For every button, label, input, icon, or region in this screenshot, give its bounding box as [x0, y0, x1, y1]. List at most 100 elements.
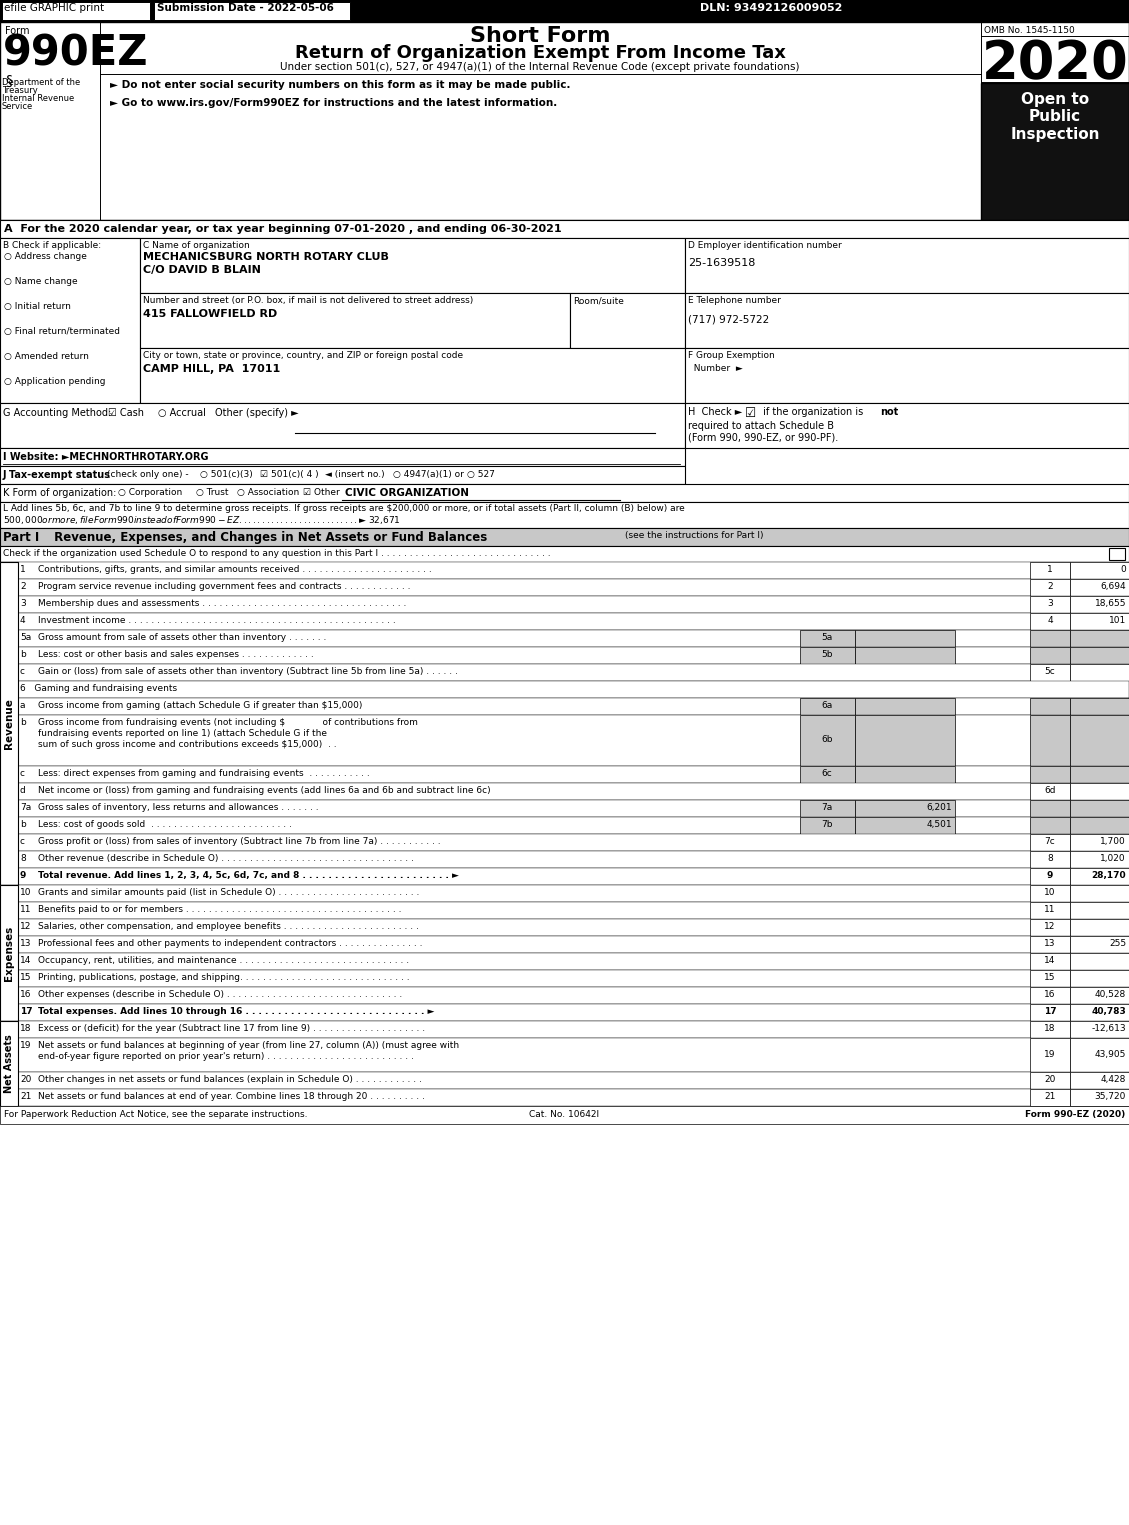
- Bar: [0, 647, 18, 663]
- Text: 3: 3: [20, 599, 26, 608]
- Bar: [154, 2, 350, 20]
- Bar: [0, 953, 18, 970]
- Bar: [18, 663, 1129, 682]
- Bar: [1070, 580, 1129, 596]
- Text: c: c: [20, 837, 25, 846]
- Bar: [1030, 1003, 1070, 1022]
- Bar: [800, 766, 855, 782]
- Text: 16: 16: [20, 990, 32, 999]
- Bar: [1030, 715, 1070, 766]
- Bar: [0, 936, 18, 953]
- Text: 2: 2: [1048, 583, 1053, 592]
- Bar: [1070, 868, 1129, 884]
- Bar: [0, 563, 18, 580]
- Bar: [1070, 1022, 1129, 1039]
- Text: Net assets or fund balances at beginning of year (from line 27, column (A)) (mus: Net assets or fund balances at beginning…: [38, 1042, 460, 1051]
- Bar: [1030, 563, 1070, 580]
- Text: 1,700: 1,700: [1101, 837, 1126, 846]
- Text: 21: 21: [20, 1092, 32, 1101]
- Text: 415 FALLOWFIELD RD: 415 FALLOWFIELD RD: [143, 310, 278, 319]
- Bar: [0, 0, 1129, 21]
- Bar: [1070, 817, 1129, 834]
- Text: Gain or (loss) from sale of assets other than inventory (Subtract line 5b from l: Gain or (loss) from sale of assets other…: [38, 666, 458, 676]
- Bar: [1070, 630, 1129, 647]
- Text: Gross sales of inventory, less returns and allowances . . . . . . .: Gross sales of inventory, less returns a…: [38, 804, 318, 811]
- Text: 10: 10: [1044, 888, 1056, 897]
- Bar: [1070, 698, 1129, 715]
- Bar: [0, 596, 18, 613]
- Bar: [0, 920, 18, 936]
- Text: Net Assets: Net Assets: [5, 1034, 14, 1093]
- Bar: [0, 546, 1129, 563]
- Bar: [0, 851, 18, 868]
- Text: 990EZ: 990EZ: [3, 32, 149, 75]
- Bar: [140, 293, 570, 348]
- Bar: [855, 698, 955, 715]
- Bar: [1030, 884, 1070, 901]
- Bar: [140, 348, 685, 403]
- Text: ☑ Other: ☑ Other: [303, 488, 340, 497]
- Bar: [800, 698, 855, 715]
- Text: Less: direct expenses from gaming and fundraising events  . . . . . . . . . . .: Less: direct expenses from gaming and fu…: [38, 769, 370, 778]
- Bar: [1030, 596, 1070, 613]
- Text: Program service revenue including government fees and contracts . . . . . . . . : Program service revenue including govern…: [38, 583, 411, 592]
- Text: 25-1639518: 25-1639518: [688, 258, 755, 268]
- Text: Cat. No. 10642I: Cat. No. 10642I: [530, 1110, 599, 1119]
- Text: (717) 972-5722: (717) 972-5722: [688, 316, 769, 325]
- Bar: [1030, 1089, 1070, 1106]
- Text: Less: cost or other basis and sales expenses . . . . . . . . . . . . .: Less: cost or other basis and sales expe…: [38, 650, 314, 659]
- Text: 6,201: 6,201: [927, 804, 952, 811]
- Bar: [0, 698, 18, 715]
- Text: b: b: [20, 650, 26, 659]
- Text: 19: 19: [1044, 1051, 1056, 1058]
- Text: ○ Application pending: ○ Application pending: [5, 377, 105, 386]
- Text: Other (specify) ►: Other (specify) ►: [215, 409, 299, 418]
- Text: ☑: ☑: [745, 407, 756, 419]
- Bar: [1030, 970, 1070, 987]
- Bar: [1109, 547, 1124, 560]
- Text: 4: 4: [20, 616, 26, 625]
- Text: 5b: 5b: [821, 650, 833, 659]
- Bar: [18, 970, 1129, 987]
- Text: Gross income from gaming (attach Schedule G if greater than $15,000): Gross income from gaming (attach Schedul…: [38, 702, 362, 711]
- Text: (see the instructions for Part I): (see the instructions for Part I): [625, 531, 763, 540]
- Bar: [1030, 698, 1070, 715]
- Bar: [685, 238, 1129, 293]
- Text: Department of the: Department of the: [2, 78, 80, 87]
- Text: ○ Trust: ○ Trust: [196, 488, 228, 497]
- Text: Excess or (deficit) for the year (Subtract line 17 from line 9) . . . . . . . . : Excess or (deficit) for the year (Subtra…: [38, 1023, 426, 1032]
- Text: Submission Date - 2022-05-06: Submission Date - 2022-05-06: [157, 3, 334, 14]
- Bar: [855, 766, 955, 782]
- Bar: [1070, 766, 1129, 782]
- Text: 6,694: 6,694: [1101, 583, 1126, 592]
- Text: 43,905: 43,905: [1095, 1051, 1126, 1058]
- Bar: [0, 467, 685, 483]
- Text: ☑ Cash: ☑ Cash: [108, 409, 145, 418]
- Bar: [1070, 987, 1129, 1003]
- Text: end-of-year figure reported on prior year's return) . . . . . . . . . . . . . . : end-of-year figure reported on prior yea…: [38, 1052, 414, 1061]
- Text: G Accounting Method:: G Accounting Method:: [3, 409, 112, 418]
- Text: 35,720: 35,720: [1095, 1092, 1126, 1101]
- Bar: [18, 851, 1129, 868]
- Text: K Form of organization:: K Form of organization:: [3, 488, 116, 499]
- Bar: [1070, 834, 1129, 851]
- Text: -12,613: -12,613: [1092, 1023, 1126, 1032]
- Bar: [18, 920, 1129, 936]
- Text: Treasury: Treasury: [2, 85, 37, 95]
- Text: Service: Service: [2, 102, 33, 111]
- Text: Net assets or fund balances at end of year. Combine lines 18 through 20 . . . . : Net assets or fund balances at end of ye…: [38, 1092, 425, 1101]
- Bar: [0, 834, 18, 851]
- Text: 19: 19: [20, 1042, 32, 1051]
- Bar: [1070, 1003, 1129, 1022]
- Text: 1: 1: [1047, 564, 1053, 573]
- Bar: [0, 868, 18, 884]
- Text: 101: 101: [1109, 616, 1126, 625]
- Text: J Tax-exempt status: J Tax-exempt status: [3, 470, 111, 480]
- Text: 11: 11: [1044, 904, 1056, 913]
- Bar: [140, 238, 685, 293]
- Text: 9: 9: [20, 871, 26, 880]
- Text: Gross income from fundraising events (not including $             of contributio: Gross income from fundraising events (no…: [38, 718, 418, 727]
- Bar: [18, 834, 1129, 851]
- Bar: [0, 801, 18, 817]
- Text: F Group Exemption: F Group Exemption: [688, 351, 774, 360]
